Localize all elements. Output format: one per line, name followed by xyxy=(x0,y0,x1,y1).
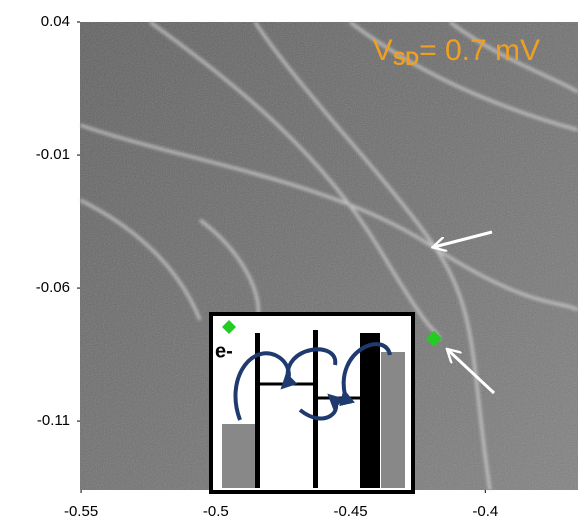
inset-label: e- xyxy=(215,340,233,362)
inset: e- xyxy=(209,312,415,494)
y-tick-label: -0.06 xyxy=(36,279,70,296)
y-tick-label: -0.11 xyxy=(37,412,70,429)
annotation-rest: = 0.7 mV xyxy=(419,34,540,67)
annotation-text: V xyxy=(373,34,393,67)
x-tick-label: -0.5 xyxy=(203,503,229,520)
point xyxy=(426,330,443,347)
y-tick-label: 0.04 xyxy=(41,13,70,30)
annotation: VSD= 0.7 mV xyxy=(373,34,540,70)
map-image xyxy=(79,20,579,491)
arrows xyxy=(434,230,496,395)
x-tick-label: -0.45 xyxy=(333,503,367,520)
annotation-subscript: SD xyxy=(393,49,419,70)
x-tick-label: -0.55 xyxy=(64,503,98,520)
x-tick-label: -0.4 xyxy=(472,503,498,520)
y-tick-label: -0.01 xyxy=(36,146,70,163)
